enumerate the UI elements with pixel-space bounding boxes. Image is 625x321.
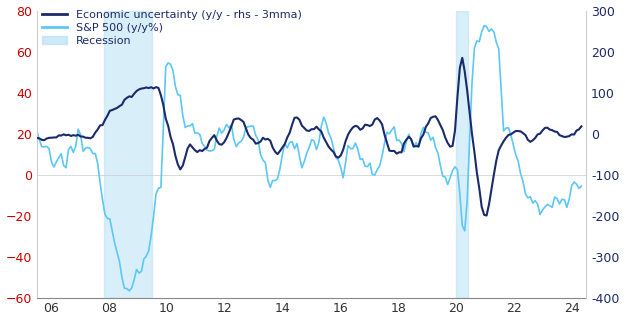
Legend: Economic uncertainty (y/y - rhs - 3mma), S&P 500 (y/y%), Recession: Economic uncertainty (y/y - rhs - 3mma),… [42,10,301,46]
Bar [456,11,468,298]
Bar [104,11,152,298]
